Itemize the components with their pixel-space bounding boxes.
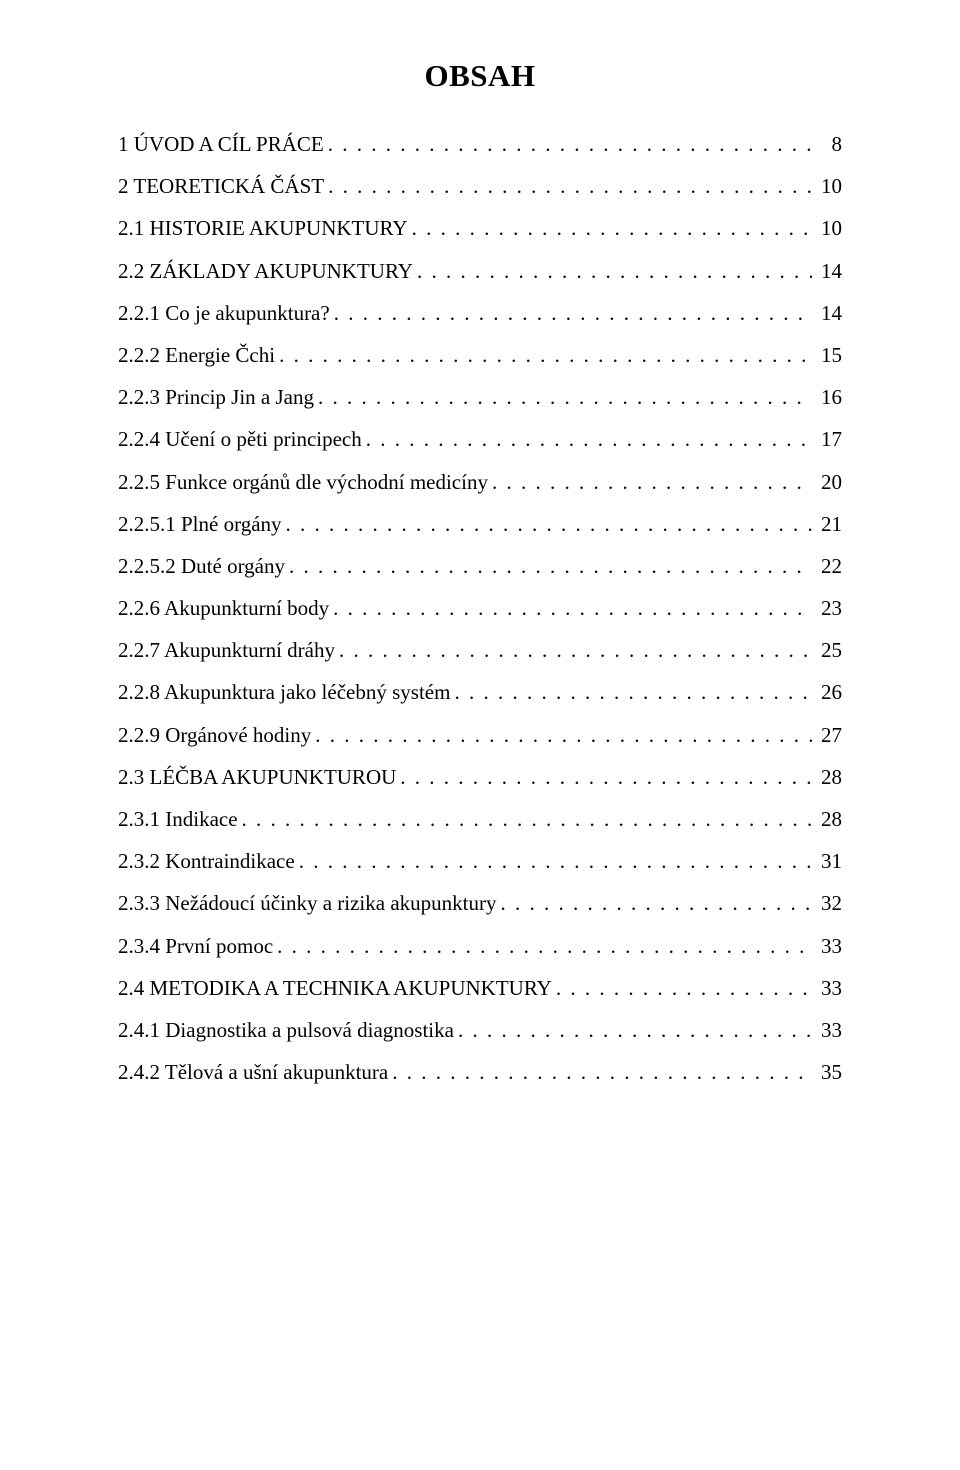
- toc-entry: 2.3.4 První pomoc 33: [118, 934, 842, 959]
- toc-entry: 1 ÚVOD A CÍL PRÁCE 8: [118, 132, 842, 157]
- toc-list: 1 ÚVOD A CÍL PRÁCE82 TEORETICKÁ ČÁST102.…: [118, 132, 842, 1085]
- toc-entry-label: 2.3.4 První pomoc: [118, 934, 273, 959]
- toc-entry: 2.2.4 Učení o pěti principech 17: [118, 427, 842, 452]
- toc-entry-page: 23: [816, 596, 842, 621]
- toc-entry: 2.2.1 Co je akupunktura? 14: [118, 301, 842, 326]
- toc-leader: [328, 174, 812, 199]
- toc-entry-label: 2.4.2 Tělová a ušní akupunktura: [118, 1060, 388, 1085]
- toc-leader: [333, 596, 812, 621]
- toc-entry-page: 33: [816, 934, 842, 959]
- toc-entry: 2.4.2 Tělová a ušní akupunktura 35: [118, 1060, 842, 1085]
- toc-entry: 2.2 ZÁKLADY AKUPUNKTURY 14: [118, 259, 842, 284]
- toc-leader: [454, 680, 812, 705]
- toc-entry-label: 2.2.5.2 Duté orgány: [118, 554, 285, 579]
- toc-entry: 2.2.6 Akupunkturní body 23: [118, 596, 842, 621]
- toc-entry-page: 31: [816, 849, 842, 874]
- toc-leader: [279, 343, 812, 368]
- toc-leader: [556, 976, 812, 1001]
- toc-entry-label: 2.3.2 Kontraindikace: [118, 849, 295, 874]
- toc-entry-label: 2.3.3 Nežádoucí účinky a rizika akupunkt…: [118, 891, 496, 916]
- toc-entry-label: 2.2.1 Co je akupunktura?: [118, 301, 330, 326]
- toc-entry: 2.2.5.1 Plné orgány 21: [118, 512, 842, 537]
- toc-leader: [339, 638, 812, 663]
- toc-entry-page: 10: [816, 174, 842, 199]
- toc-leader: [417, 259, 812, 284]
- toc-entry-page: 21: [816, 512, 842, 537]
- toc-entry: 2.2.7 Akupunkturní dráhy 25: [118, 638, 842, 663]
- toc-entry-label: 2.2 ZÁKLADY AKUPUNKTURY: [118, 259, 413, 284]
- toc-entry: 2.2.5 Funkce orgánů dle východní medicín…: [118, 470, 842, 495]
- toc-leader: [492, 470, 812, 495]
- toc-entry-page: 28: [816, 807, 842, 832]
- toc-entry-page: 10: [816, 216, 842, 241]
- toc-leader: [366, 427, 812, 452]
- toc-entry-label: 2.2.9 Orgánové hodiny: [118, 723, 311, 748]
- toc-entry-label: 2.2.8 Akupunktura jako léčebný systém: [118, 680, 450, 705]
- toc-leader: [500, 891, 812, 916]
- toc-entry-label: 2.3 LÉČBA AKUPUNKTUROU: [118, 765, 396, 790]
- toc-entry-label: 2.4.1 Diagnostika a pulsová diagnostika: [118, 1018, 454, 1043]
- toc-entry: 2.3 LÉČBA AKUPUNKTUROU 28: [118, 765, 842, 790]
- toc-entry-page: 33: [816, 976, 842, 1001]
- toc-entry: 2 TEORETICKÁ ČÁST 10: [118, 174, 842, 199]
- toc-leader: [277, 934, 812, 959]
- toc-entry-page: 28: [816, 765, 842, 790]
- toc-entry-label: 2.2.6 Akupunkturní body: [118, 596, 329, 621]
- toc-entry: 2.1 HISTORIE AKUPUNKTURY 10: [118, 216, 842, 241]
- toc-entry: 2.4 METODIKA A TECHNIKA AKUPUNKTURY 33: [118, 976, 842, 1001]
- toc-leader: [334, 301, 812, 326]
- toc-entry-label: 2.2.5.1 Plné orgány: [118, 512, 282, 537]
- toc-leader: [400, 765, 812, 790]
- toc-entry-page: 20: [816, 470, 842, 495]
- toc-leader: [392, 1060, 812, 1085]
- toc-leader: [458, 1018, 812, 1043]
- toc-entry-page: 16: [816, 385, 842, 410]
- toc-entry: 2.3.3 Nežádoucí účinky a rizika akupunkt…: [118, 891, 842, 916]
- toc-entry-page: 17: [816, 427, 842, 452]
- toc-entry-label: 2.2.2 Energie Čchi: [118, 343, 275, 368]
- toc-entry-label: 2.2.3 Princip Jin a Jang: [118, 385, 314, 410]
- toc-leader: [289, 554, 812, 579]
- toc-entry: 2.3.2 Kontraindikace 31: [118, 849, 842, 874]
- toc-entry-label: 2.4 METODIKA A TECHNIKA AKUPUNKTURY: [118, 976, 552, 1001]
- toc-entry-page: 27: [816, 723, 842, 748]
- toc-entry-label: 2.2.7 Akupunkturní dráhy: [118, 638, 335, 663]
- toc-entry-page: 15: [816, 343, 842, 368]
- toc-entry-page: 26: [816, 680, 842, 705]
- toc-leader: [318, 385, 812, 410]
- toc-entry: 2.2.8 Akupunktura jako léčebný systém 26: [118, 680, 842, 705]
- toc-entry: 2.3.1 Indikace 28: [118, 807, 842, 832]
- toc-entry-label: 2.1 HISTORIE AKUPUNKTURY: [118, 216, 408, 241]
- toc-entry-label: 2.2.5 Funkce orgánů dle východní medicín…: [118, 470, 488, 495]
- toc-entry: 2.2.2 Energie Čchi 15: [118, 343, 842, 368]
- toc-entry-label: 2.3.1 Indikace: [118, 807, 238, 832]
- toc-entry-page: 35: [816, 1060, 842, 1085]
- toc-entry-page: 33: [816, 1018, 842, 1043]
- toc-leader: [315, 723, 812, 748]
- toc-entry-page: 22: [816, 554, 842, 579]
- toc-entry-page: 14: [816, 259, 842, 284]
- toc-entry: 2.4.1 Diagnostika a pulsová diagnostika 3…: [118, 1018, 842, 1043]
- toc-entry-label: 2.2.4 Učení o pěti principech: [118, 427, 362, 452]
- toc-entry-page: 25: [816, 638, 842, 663]
- toc-title: OBSAH: [118, 58, 842, 94]
- toc-leader: [242, 807, 812, 832]
- toc-leader: [412, 216, 812, 241]
- toc-entry-label: 2 TEORETICKÁ ČÁST: [118, 174, 324, 199]
- toc-entry: 2.2.5.2 Duté orgány 22: [118, 554, 842, 579]
- toc-leader: [286, 512, 812, 537]
- toc-leader: [328, 132, 812, 157]
- toc-leader: [299, 849, 812, 874]
- toc-entry-page: 32: [816, 891, 842, 916]
- toc-entry: 2.2.3 Princip Jin a Jang 16: [118, 385, 842, 410]
- toc-entry-label: 1 ÚVOD A CÍL PRÁCE: [118, 132, 324, 157]
- toc-entry-page: 14: [816, 301, 842, 326]
- toc-entry: 2.2.9 Orgánové hodiny 27: [118, 723, 842, 748]
- toc-entry-page: 8: [816, 132, 842, 157]
